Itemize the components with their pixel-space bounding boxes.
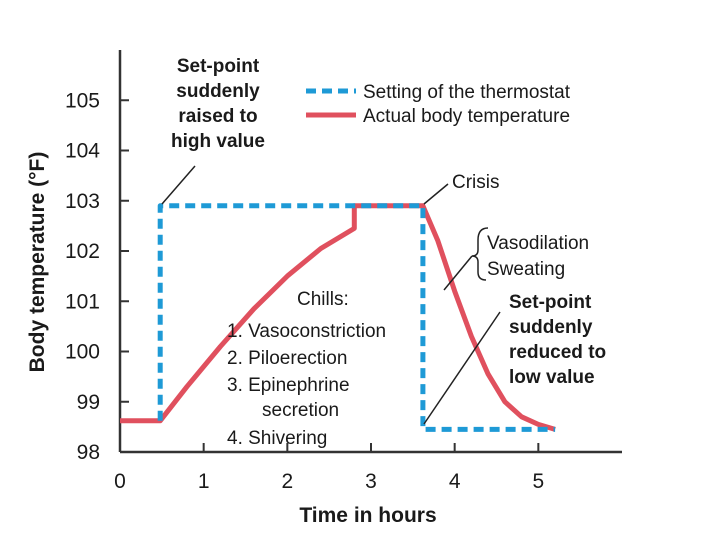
annotation-vasodilation-sweating: Vasodilation xyxy=(487,233,589,254)
annotation-setpoint-raised: high value xyxy=(171,131,265,152)
annotation-chills-item: 3. Epinephrine xyxy=(227,375,350,396)
annotation-chills-item: 4. Shivering xyxy=(227,428,327,449)
leader-line-crisis xyxy=(423,183,449,205)
series-layer xyxy=(120,203,556,432)
y-axis-title: Body temperature (°F) xyxy=(26,152,49,373)
annotation-setpoint-reduced: suddenly xyxy=(509,317,593,338)
x-axis-title: Time in hours xyxy=(299,504,436,527)
y-tick-label: 99 xyxy=(77,391,100,414)
annotation-setpoint-reduced: reduced to xyxy=(509,342,606,363)
leader-line-vasodilation xyxy=(443,255,473,291)
y-tick-label: 105 xyxy=(65,89,100,112)
legend: Setting of the thermostat Actual body te… xyxy=(306,82,571,127)
y-tick-label: 103 xyxy=(65,190,100,213)
brace-vasodilation xyxy=(471,227,489,281)
annotation-chills-title: Chills: xyxy=(297,289,349,310)
x-tick-label: 5 xyxy=(532,470,544,493)
leader-line-raised xyxy=(161,165,196,205)
annotation-chills-item: 1. Vasoconstriction xyxy=(227,321,386,342)
y-tick-label: 100 xyxy=(65,341,100,364)
annotation-setpoint-raised: suddenly xyxy=(176,81,260,102)
y-tick-label: 101 xyxy=(65,290,100,313)
x-tick-label: 2 xyxy=(281,470,293,493)
x-tick-label: 0 xyxy=(114,470,126,493)
annotation-vasodilation-sweating: Sweating xyxy=(487,259,565,280)
thermostat-setting-line xyxy=(157,203,556,432)
annotation-setpoint-reduced: low value xyxy=(509,367,595,388)
annotation-setpoint-raised: raised to xyxy=(178,106,257,127)
body-temperature-line xyxy=(120,203,556,432)
annotation-chills-item: secretion xyxy=(262,400,339,421)
legend-label-thermostat: Setting of the thermostat xyxy=(363,82,571,103)
annotation-setpoint-raised: Set-point xyxy=(177,56,260,77)
x-tick-label: 1 xyxy=(198,470,210,493)
x-tick-label: 4 xyxy=(449,470,461,493)
legend-label-actual: Actual body temperature xyxy=(363,106,570,127)
annotations: Set-point suddenly raised to high value Cris… xyxy=(161,56,606,449)
annotation-chills-item: 2. Piloerection xyxy=(227,348,347,369)
y-tick-label: 104 xyxy=(65,140,100,163)
annotation-setpoint-reduced: Set-point xyxy=(509,292,592,313)
y-tick-label: 102 xyxy=(65,240,100,263)
annotation-crisis: Crisis xyxy=(452,172,500,193)
axes: 98 99 100 101 102 103 104 105 0 1 2 3 4 5 xyxy=(65,50,622,493)
x-tick-label: 3 xyxy=(365,470,377,493)
leader-line-reduced xyxy=(423,311,501,425)
y-tick-label: 98 xyxy=(77,441,100,464)
